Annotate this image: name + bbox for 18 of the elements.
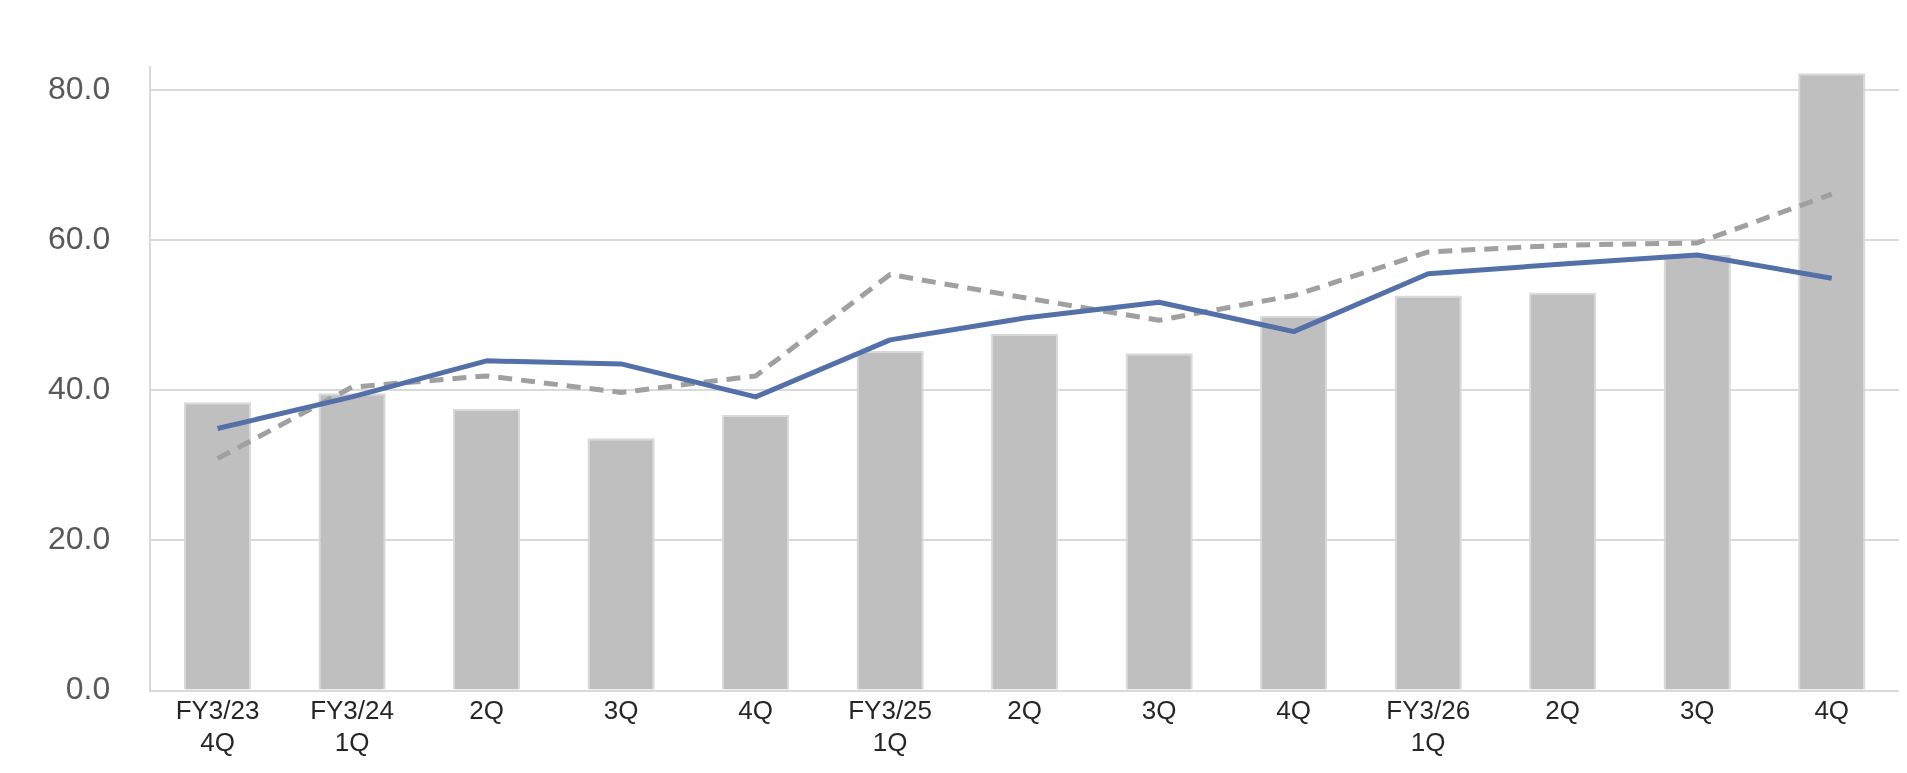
x-tick-label: 3Q	[1679, 695, 1715, 726]
x-tick-label: 3Q	[1141, 695, 1177, 726]
y-tick-label: 20.0	[48, 520, 111, 557]
x-tick-label: 4Q	[1276, 695, 1312, 726]
y-tick-label: 60.0	[48, 219, 111, 256]
x-tick-label: 4Q	[1814, 695, 1850, 726]
y-tick-label: 80.0	[48, 69, 111, 106]
x-tick-label: 4Q	[738, 695, 773, 726]
x-tick-label: FY3/25 1Q	[848, 695, 933, 757]
x-tick-label: FY3/26 1Q	[1386, 695, 1471, 757]
y-tick-label: 40.0	[48, 369, 111, 406]
x-tick-label: 2Q	[469, 695, 504, 726]
x-tick-label: 2Q	[1007, 695, 1042, 726]
x-tick-label: 2Q	[1545, 695, 1581, 726]
x-tick-label: 3Q	[603, 695, 639, 726]
x-tick-label: FY3/23 4Q	[175, 695, 260, 757]
x-tick-label: FY3/24 1Q	[310, 695, 394, 757]
y-tick-label: 0.0	[65, 670, 111, 707]
